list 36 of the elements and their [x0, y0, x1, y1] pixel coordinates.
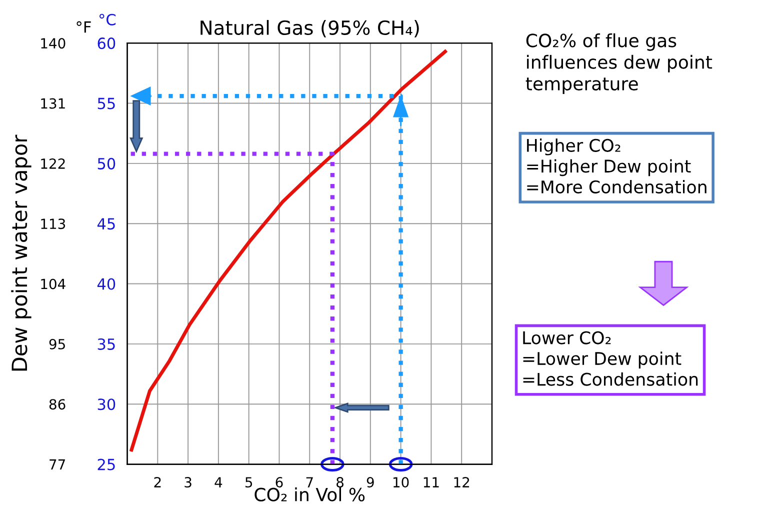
- y2-tick-label: 35: [98, 338, 115, 350]
- y2-tick-label: 40: [97, 278, 116, 290]
- y-axis-title: Dew point water vapor: [11, 134, 32, 371]
- y2-tick-label: 60: [98, 38, 116, 50]
- y-tick-label: 113: [41, 218, 66, 230]
- x-tick-label: 5: [245, 477, 252, 488]
- y2-axis-title: °C: [100, 14, 116, 26]
- x-tick-label: 4: [214, 477, 222, 488]
- x-axis-title: CO₂ in Vol %: [254, 487, 365, 502]
- y-tick-label: 77: [50, 459, 65, 470]
- text: Higher CO₂ =Higher Dew point =More Condensation: [527, 138, 706, 194]
- x-tick-label: 12: [454, 477, 470, 488]
- text: CO₂% of flue gas influences dew point temperature: [526, 33, 712, 94]
- x-tick-label: 6: [276, 477, 283, 488]
- y2-tick-label: 30: [98, 398, 116, 410]
- line-series: [130, 50, 447, 452]
- y-tick-label: 86: [49, 399, 66, 410]
- x-tick-label: 11: [424, 477, 439, 488]
- chart-title: Natural Gas (95% CH₄): [200, 20, 419, 38]
- y2-tick-label: 25: [98, 458, 115, 470]
- y-tick-label: 140: [41, 38, 66, 49]
- y2-tick-label: 55: [98, 98, 115, 110]
- y2-tick-label: 50: [98, 158, 116, 170]
- y-tick-label: 104: [41, 278, 66, 290]
- x-tick-label: 7: [306, 477, 313, 488]
- x-tick-label: 3: [184, 477, 192, 488]
- y-tick-label: 131: [41, 98, 65, 109]
- text: Lower CO₂ =Lower Dew point =Less Condensation: [523, 331, 698, 386]
- y-tick-label: 122: [41, 158, 65, 169]
- x-tick-label: 8: [336, 477, 344, 488]
- x-tick-label: 9: [366, 477, 374, 488]
- text: °F: [76, 21, 91, 33]
- y-tick-label: 95: [49, 338, 65, 350]
- y2-tick-label: 45: [97, 218, 115, 230]
- x-tick-label: 10: [393, 477, 409, 488]
- x-tick-label: 2: [154, 477, 161, 488]
